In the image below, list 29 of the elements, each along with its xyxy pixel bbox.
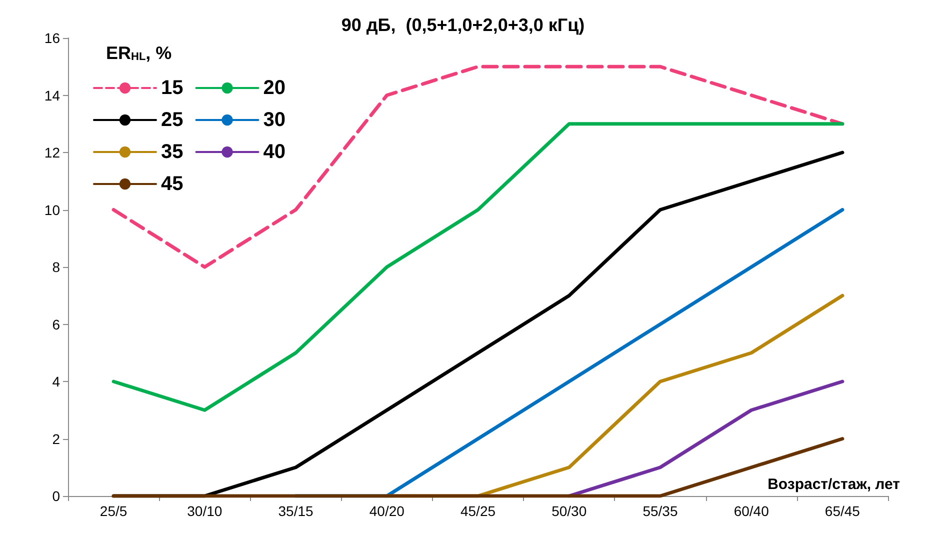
x-axis-title: Возраст/стаж, лет xyxy=(768,476,900,493)
x-tick-label: 30/10 xyxy=(187,503,222,519)
chart-title: 90 дБ, (0,5+1,0+2,0+3,0 кГц) xyxy=(341,15,585,35)
legend-label: 30 xyxy=(263,109,286,131)
y-tick-label: 6 xyxy=(52,316,60,332)
x-tick-label: 60/40 xyxy=(734,503,770,519)
y-tick-label: 8 xyxy=(52,259,60,275)
line-series xyxy=(112,64,844,269)
x-tick-label: 40/20 xyxy=(369,503,405,519)
y-tick-label: 16 xyxy=(44,30,60,46)
legend-label: 40 xyxy=(263,141,286,163)
x-tick-label: 45/25 xyxy=(460,503,496,519)
x-tick-label: 25/5 xyxy=(100,503,128,519)
legend-label: 25 xyxy=(161,109,184,131)
legend-label: 35 xyxy=(161,141,184,163)
legend-label: 20 xyxy=(263,77,286,99)
y-tick-label: 14 xyxy=(44,87,60,104)
x-tick-label: 65/45 xyxy=(824,503,860,519)
y-tick-label: 10 xyxy=(44,202,60,218)
y-tick-label: 0 xyxy=(52,488,60,504)
y-axis-title: ERHL, % xyxy=(106,43,172,63)
legend-label: 45 xyxy=(161,173,184,195)
x-tick-label: 35/15 xyxy=(278,503,314,519)
y-tick-label: 4 xyxy=(52,374,60,390)
x-tick-label: 55/35 xyxy=(642,503,678,519)
legend-label: 15 xyxy=(161,77,184,99)
y-tick-label: 2 xyxy=(52,430,60,447)
x-tick-label: 50/30 xyxy=(552,503,587,519)
y-tick-label: 12 xyxy=(44,144,60,160)
